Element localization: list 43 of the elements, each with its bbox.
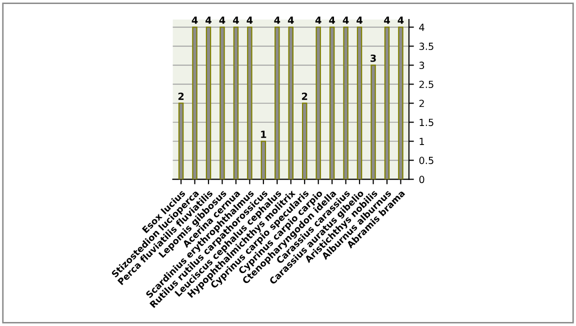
data-label: 2 — [302, 92, 308, 100]
bar — [206, 26, 212, 180]
bar — [260, 140, 266, 180]
y-tick-label: 1 — [420, 138, 424, 145]
bar — [316, 26, 321, 180]
bar — [247, 26, 252, 180]
bar — [274, 26, 280, 180]
bar — [192, 26, 198, 180]
y-tick-label: 1.5 — [420, 118, 434, 126]
data-label: 2 — [178, 92, 184, 100]
data-label: 4 — [329, 16, 336, 24]
y-tick-label: 3 — [419, 62, 424, 70]
data-label: 4 — [192, 16, 198, 24]
data-label: 3 — [370, 54, 376, 62]
bar — [398, 26, 404, 180]
data-label: 4 — [274, 16, 280, 24]
bar — [343, 26, 348, 180]
bar — [220, 26, 225, 180]
data-label: 4 — [342, 16, 349, 24]
data-label: 4 — [219, 16, 226, 24]
data-label: 4 — [315, 16, 322, 24]
bar — [384, 26, 390, 180]
bar — [356, 26, 362, 180]
data-label: 4 — [233, 16, 239, 24]
y-tick-label: 3.5 — [419, 42, 434, 50]
data-label: 4 — [288, 16, 294, 24]
bar — [233, 26, 239, 180]
data-label: 4 — [398, 16, 404, 24]
data-label: 1 — [261, 130, 266, 138]
y-tick-label: 0 — [419, 176, 424, 184]
y-tick-label: 2 — [419, 100, 424, 107]
data-label: 4 — [356, 16, 362, 24]
bar — [370, 64, 376, 180]
bar — [178, 102, 184, 180]
y-tick-label: 0.5 — [419, 156, 434, 164]
bar — [288, 26, 294, 180]
bar — [329, 26, 335, 180]
data-label: 4 — [246, 16, 253, 24]
y-tick-label: 4 — [419, 24, 424, 31]
y-tick-label: 2.5 — [419, 80, 434, 88]
data-label: 4 — [384, 16, 390, 24]
bar — [302, 102, 308, 180]
data-label: 4 — [206, 16, 212, 24]
